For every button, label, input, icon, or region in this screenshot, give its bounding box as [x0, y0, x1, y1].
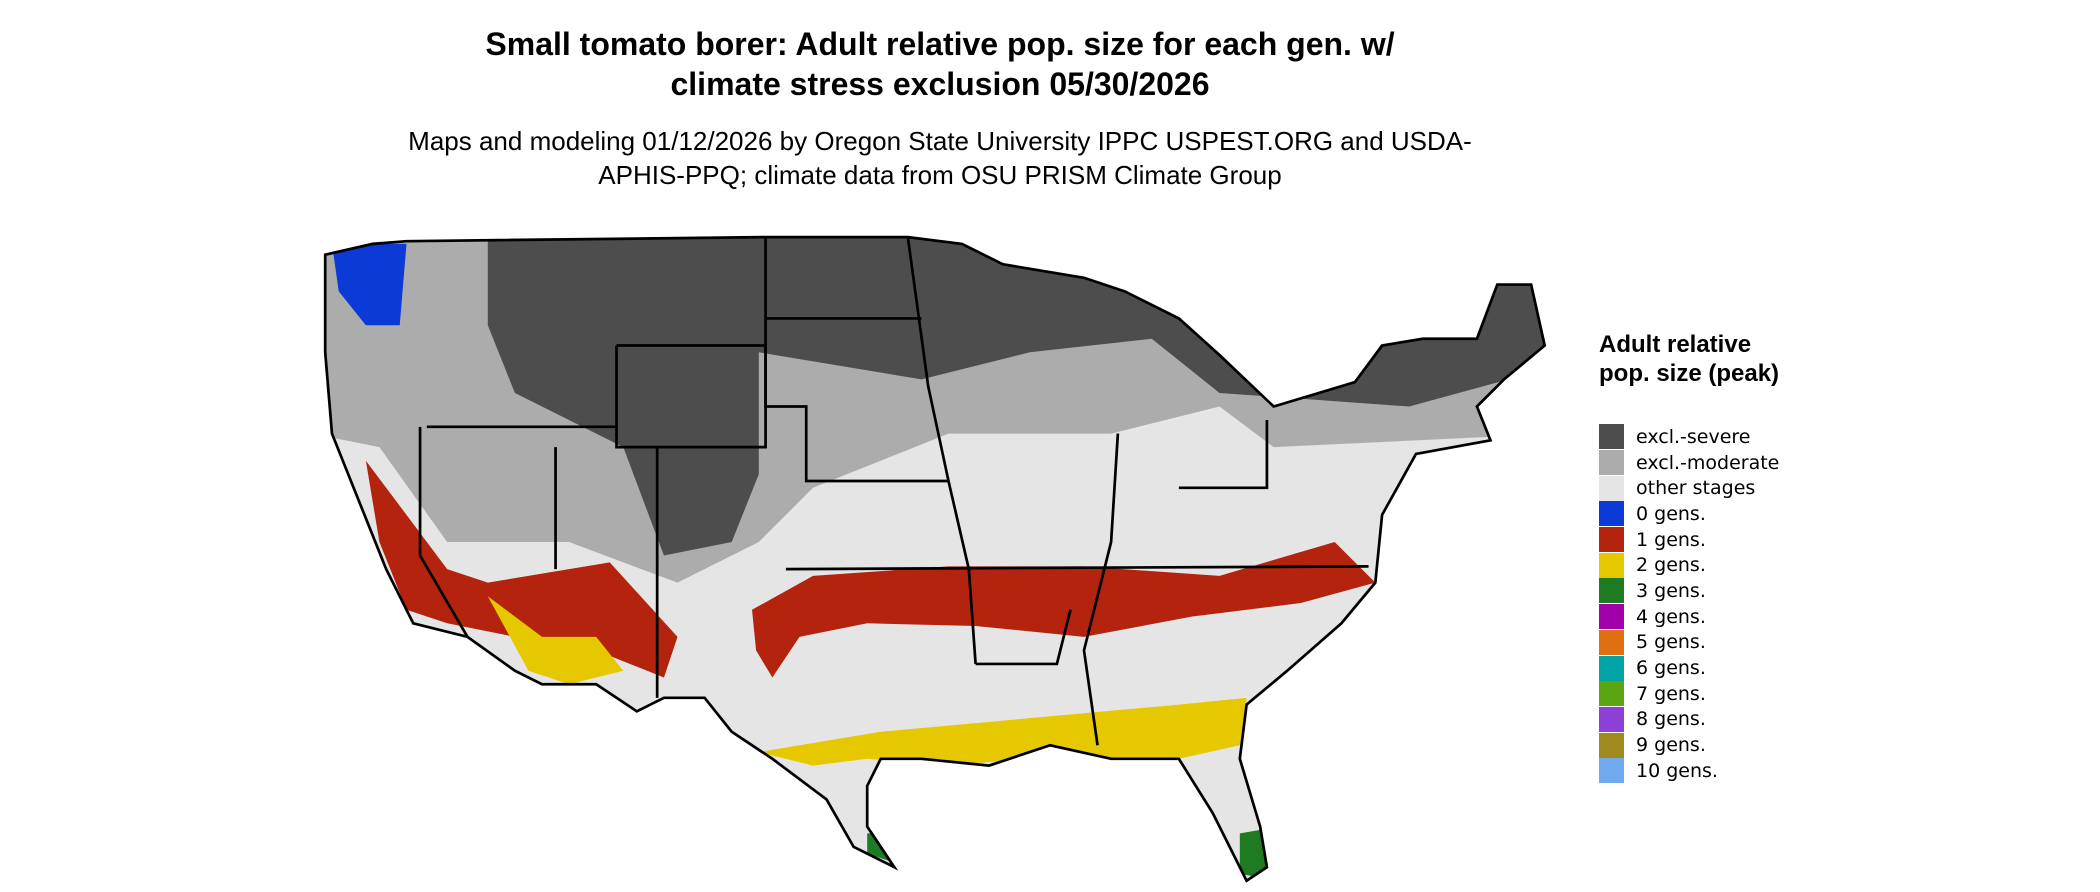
legend-label: 7 gens. [1636, 682, 1706, 705]
legend-item: 9 gens. [1599, 732, 1779, 758]
legend-item: 2 gens. [1599, 552, 1779, 578]
border [975, 609, 1072, 666]
legend-item: 8 gens. [1599, 706, 1779, 733]
legend: excl.-severe excl.-moderate other stages 0 … [1599, 424, 1779, 784]
legend-swatch [1599, 758, 1624, 784]
map-subtitle: Maps and modeling 01/12/2026 by Oregon S… [408, 126, 1472, 190]
legend-title: Adult relative pop. size (peak) [1599, 331, 1780, 387]
legend-item: 6 gens. [1599, 655, 1779, 681]
legend-swatch [1599, 706, 1624, 732]
legend-label: 10 gens. [1636, 759, 1718, 782]
legend-item: 10 gens. [1599, 758, 1779, 784]
legend-item: excl.-severe [1599, 424, 1779, 450]
legend-item: 5 gens. [1599, 629, 1779, 656]
border [615, 344, 767, 449]
legend-label: 3 gens. [1636, 579, 1706, 602]
legend-swatch [1599, 681, 1624, 707]
legend-label: 5 gens. [1636, 631, 1706, 654]
region-2gen [758, 697, 1247, 766]
region-2gen-az [487, 596, 624, 685]
map-title: Small tomato borer: Adult relative pop. … [485, 26, 1395, 102]
legend-swatch [1599, 655, 1624, 681]
legend-label: 1 gens. [1636, 528, 1706, 551]
legend-label: 2 gens. [1636, 554, 1706, 577]
border [1178, 420, 1269, 490]
border [1082, 433, 1120, 746]
region-1gen [752, 542, 1376, 678]
legend-swatch [1599, 578, 1624, 604]
legend-item: 4 gens. [1599, 604, 1779, 630]
legend-swatch [1599, 552, 1624, 578]
legend-swatch [1599, 732, 1624, 758]
legend-item: excl.-moderate [1599, 450, 1779, 476]
legend-label: 9 gens. [1636, 734, 1706, 757]
legend-item: 3 gens. [1599, 578, 1779, 604]
legend-item: 0 gens. [1599, 501, 1779, 527]
legend-swatch [1599, 604, 1624, 630]
legend-swatch [1599, 424, 1624, 450]
legend-label: 8 gens. [1636, 708, 1706, 731]
legend-label: 0 gens. [1636, 502, 1706, 525]
legend-swatch [1599, 629, 1624, 655]
border [418, 426, 469, 638]
legend-swatch [1599, 527, 1624, 553]
region-0gen [331, 243, 407, 326]
legend-swatch [1599, 450, 1624, 476]
legend-label: excl.-severe [1636, 425, 1751, 448]
border [906, 236, 977, 665]
legend-item: 1 gens. [1599, 527, 1779, 553]
border [785, 565, 1369, 571]
state-borders [324, 236, 1546, 882]
map [324, 236, 1546, 882]
legend-label: excl.-moderate [1636, 451, 1780, 474]
region-1gen-west [365, 460, 678, 678]
legend-label: other stages [1636, 477, 1756, 500]
legend-swatch [1599, 501, 1624, 527]
legend-label: 4 gens. [1636, 605, 1706, 628]
legend-item: 7 gens. [1599, 681, 1779, 707]
legend-item: other stages [1599, 475, 1779, 501]
legend-swatch [1599, 475, 1624, 501]
legend-label: 6 gens. [1636, 657, 1706, 680]
